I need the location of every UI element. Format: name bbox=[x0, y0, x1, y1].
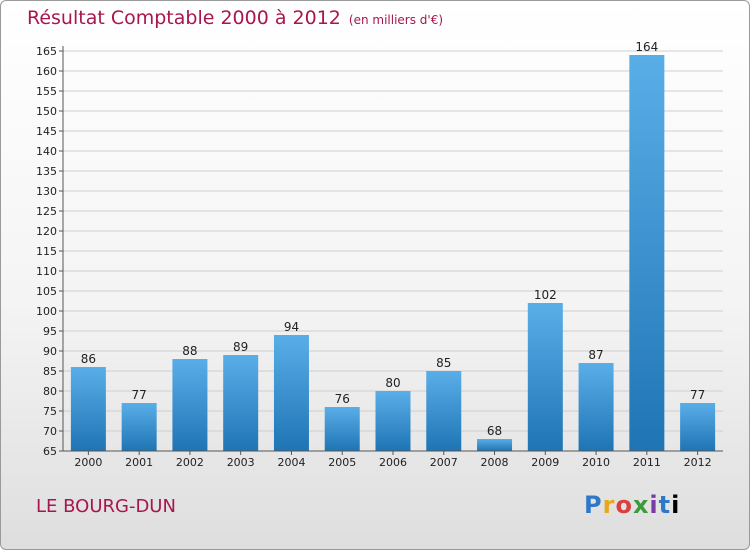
bar-2008 bbox=[477, 439, 513, 451]
bar-value-label: 68 bbox=[487, 424, 502, 438]
logo-letter: o bbox=[615, 491, 633, 519]
proxiti-logo[interactable]: Proxiti bbox=[584, 491, 680, 519]
logo-letter: t bbox=[658, 491, 672, 519]
x-tick-label: 2005 bbox=[328, 456, 356, 469]
y-tick-label: 140 bbox=[36, 145, 57, 158]
y-tick-label: 110 bbox=[36, 265, 57, 278]
logo-letter: P bbox=[584, 491, 603, 519]
chart-subtitle: (en milliers d'€) bbox=[348, 13, 444, 27]
y-tick-label: 85 bbox=[43, 365, 57, 378]
bar-2005 bbox=[324, 407, 360, 451]
y-tick-label: 150 bbox=[36, 105, 57, 118]
logo-letter: i bbox=[649, 491, 659, 519]
y-tick-label: 120 bbox=[36, 225, 57, 238]
bar-2003 bbox=[223, 355, 259, 451]
bar-2004 bbox=[273, 335, 309, 451]
bar-2010 bbox=[578, 363, 614, 451]
bar-value-label: 77 bbox=[690, 388, 705, 402]
x-tick-label: 2010 bbox=[582, 456, 610, 469]
y-tick-label: 75 bbox=[43, 405, 57, 418]
axes bbox=[59, 46, 723, 455]
bar-value-label: 80 bbox=[385, 376, 400, 390]
bar-2009 bbox=[527, 303, 563, 451]
bar-value-label: 86 bbox=[81, 352, 96, 366]
y-tick-label: 70 bbox=[43, 425, 57, 438]
x-tick-label: 2011 bbox=[633, 456, 661, 469]
y-tick-label: 145 bbox=[36, 125, 57, 138]
logo-letter: x bbox=[632, 491, 650, 519]
bar-value-label: 88 bbox=[182, 344, 197, 358]
bar-2006 bbox=[375, 391, 411, 451]
y-tick-label: 100 bbox=[36, 305, 57, 318]
bar-value-label: 85 bbox=[436, 356, 451, 370]
y-tick-label: 130 bbox=[36, 185, 57, 198]
y-tick-label: 155 bbox=[36, 85, 57, 98]
y-tick-label: 65 bbox=[43, 445, 57, 458]
y-tick-label: 135 bbox=[36, 165, 57, 178]
x-tick-label: 2001 bbox=[125, 456, 153, 469]
chart-title: Résultat Comptable 2000 à 2012 (en millie… bbox=[27, 7, 443, 29]
y-tick-label: 105 bbox=[36, 285, 57, 298]
bar-2002 bbox=[172, 359, 208, 451]
y-tick-label: 115 bbox=[36, 245, 57, 258]
y-tick-label: 90 bbox=[43, 345, 57, 358]
bar-value-label: 87 bbox=[588, 348, 603, 362]
x-tick-label: 2006 bbox=[379, 456, 407, 469]
bar-value-label: 89 bbox=[233, 340, 248, 354]
bar-2001 bbox=[121, 403, 157, 451]
y-tick-label: 125 bbox=[36, 205, 57, 218]
bar-2012 bbox=[680, 403, 716, 451]
x-tick-label: 2008 bbox=[481, 456, 509, 469]
chart-title-text: Résultat Comptable 2000 à 2012 bbox=[27, 7, 341, 29]
x-tick-label: 2012 bbox=[684, 456, 712, 469]
y-tick-label: 80 bbox=[43, 385, 57, 398]
y-tick-label: 95 bbox=[43, 325, 57, 338]
bar-value-label: 76 bbox=[335, 392, 350, 406]
bar-value-label: 102 bbox=[534, 288, 557, 302]
x-tick-label: 2000 bbox=[74, 456, 102, 469]
bar-value-label: 164 bbox=[635, 40, 658, 54]
town-name: LE BOURG-DUN bbox=[36, 496, 176, 517]
bar-value-label: 77 bbox=[132, 388, 147, 402]
x-tick-label: 2003 bbox=[227, 456, 255, 469]
x-tick-label: 2007 bbox=[430, 456, 458, 469]
x-tick-label: 2009 bbox=[531, 456, 559, 469]
bar-value-label: 94 bbox=[284, 320, 299, 334]
labels: 65 70 75 80 85 90 95 100 105 110 115 120 125 130 135 14… bbox=[36, 40, 712, 469]
x-tick-label: 2002 bbox=[176, 456, 204, 469]
logo-letter: r bbox=[602, 491, 616, 519]
y-tick-label: 165 bbox=[36, 45, 57, 58]
bar-2000 bbox=[70, 367, 106, 451]
bar-2007 bbox=[426, 371, 462, 451]
x-tick-label: 2004 bbox=[277, 456, 305, 469]
bars bbox=[70, 55, 716, 451]
bar-2011 bbox=[629, 55, 665, 451]
logo-letter: i bbox=[671, 491, 681, 519]
y-tick-label: 160 bbox=[36, 65, 57, 78]
